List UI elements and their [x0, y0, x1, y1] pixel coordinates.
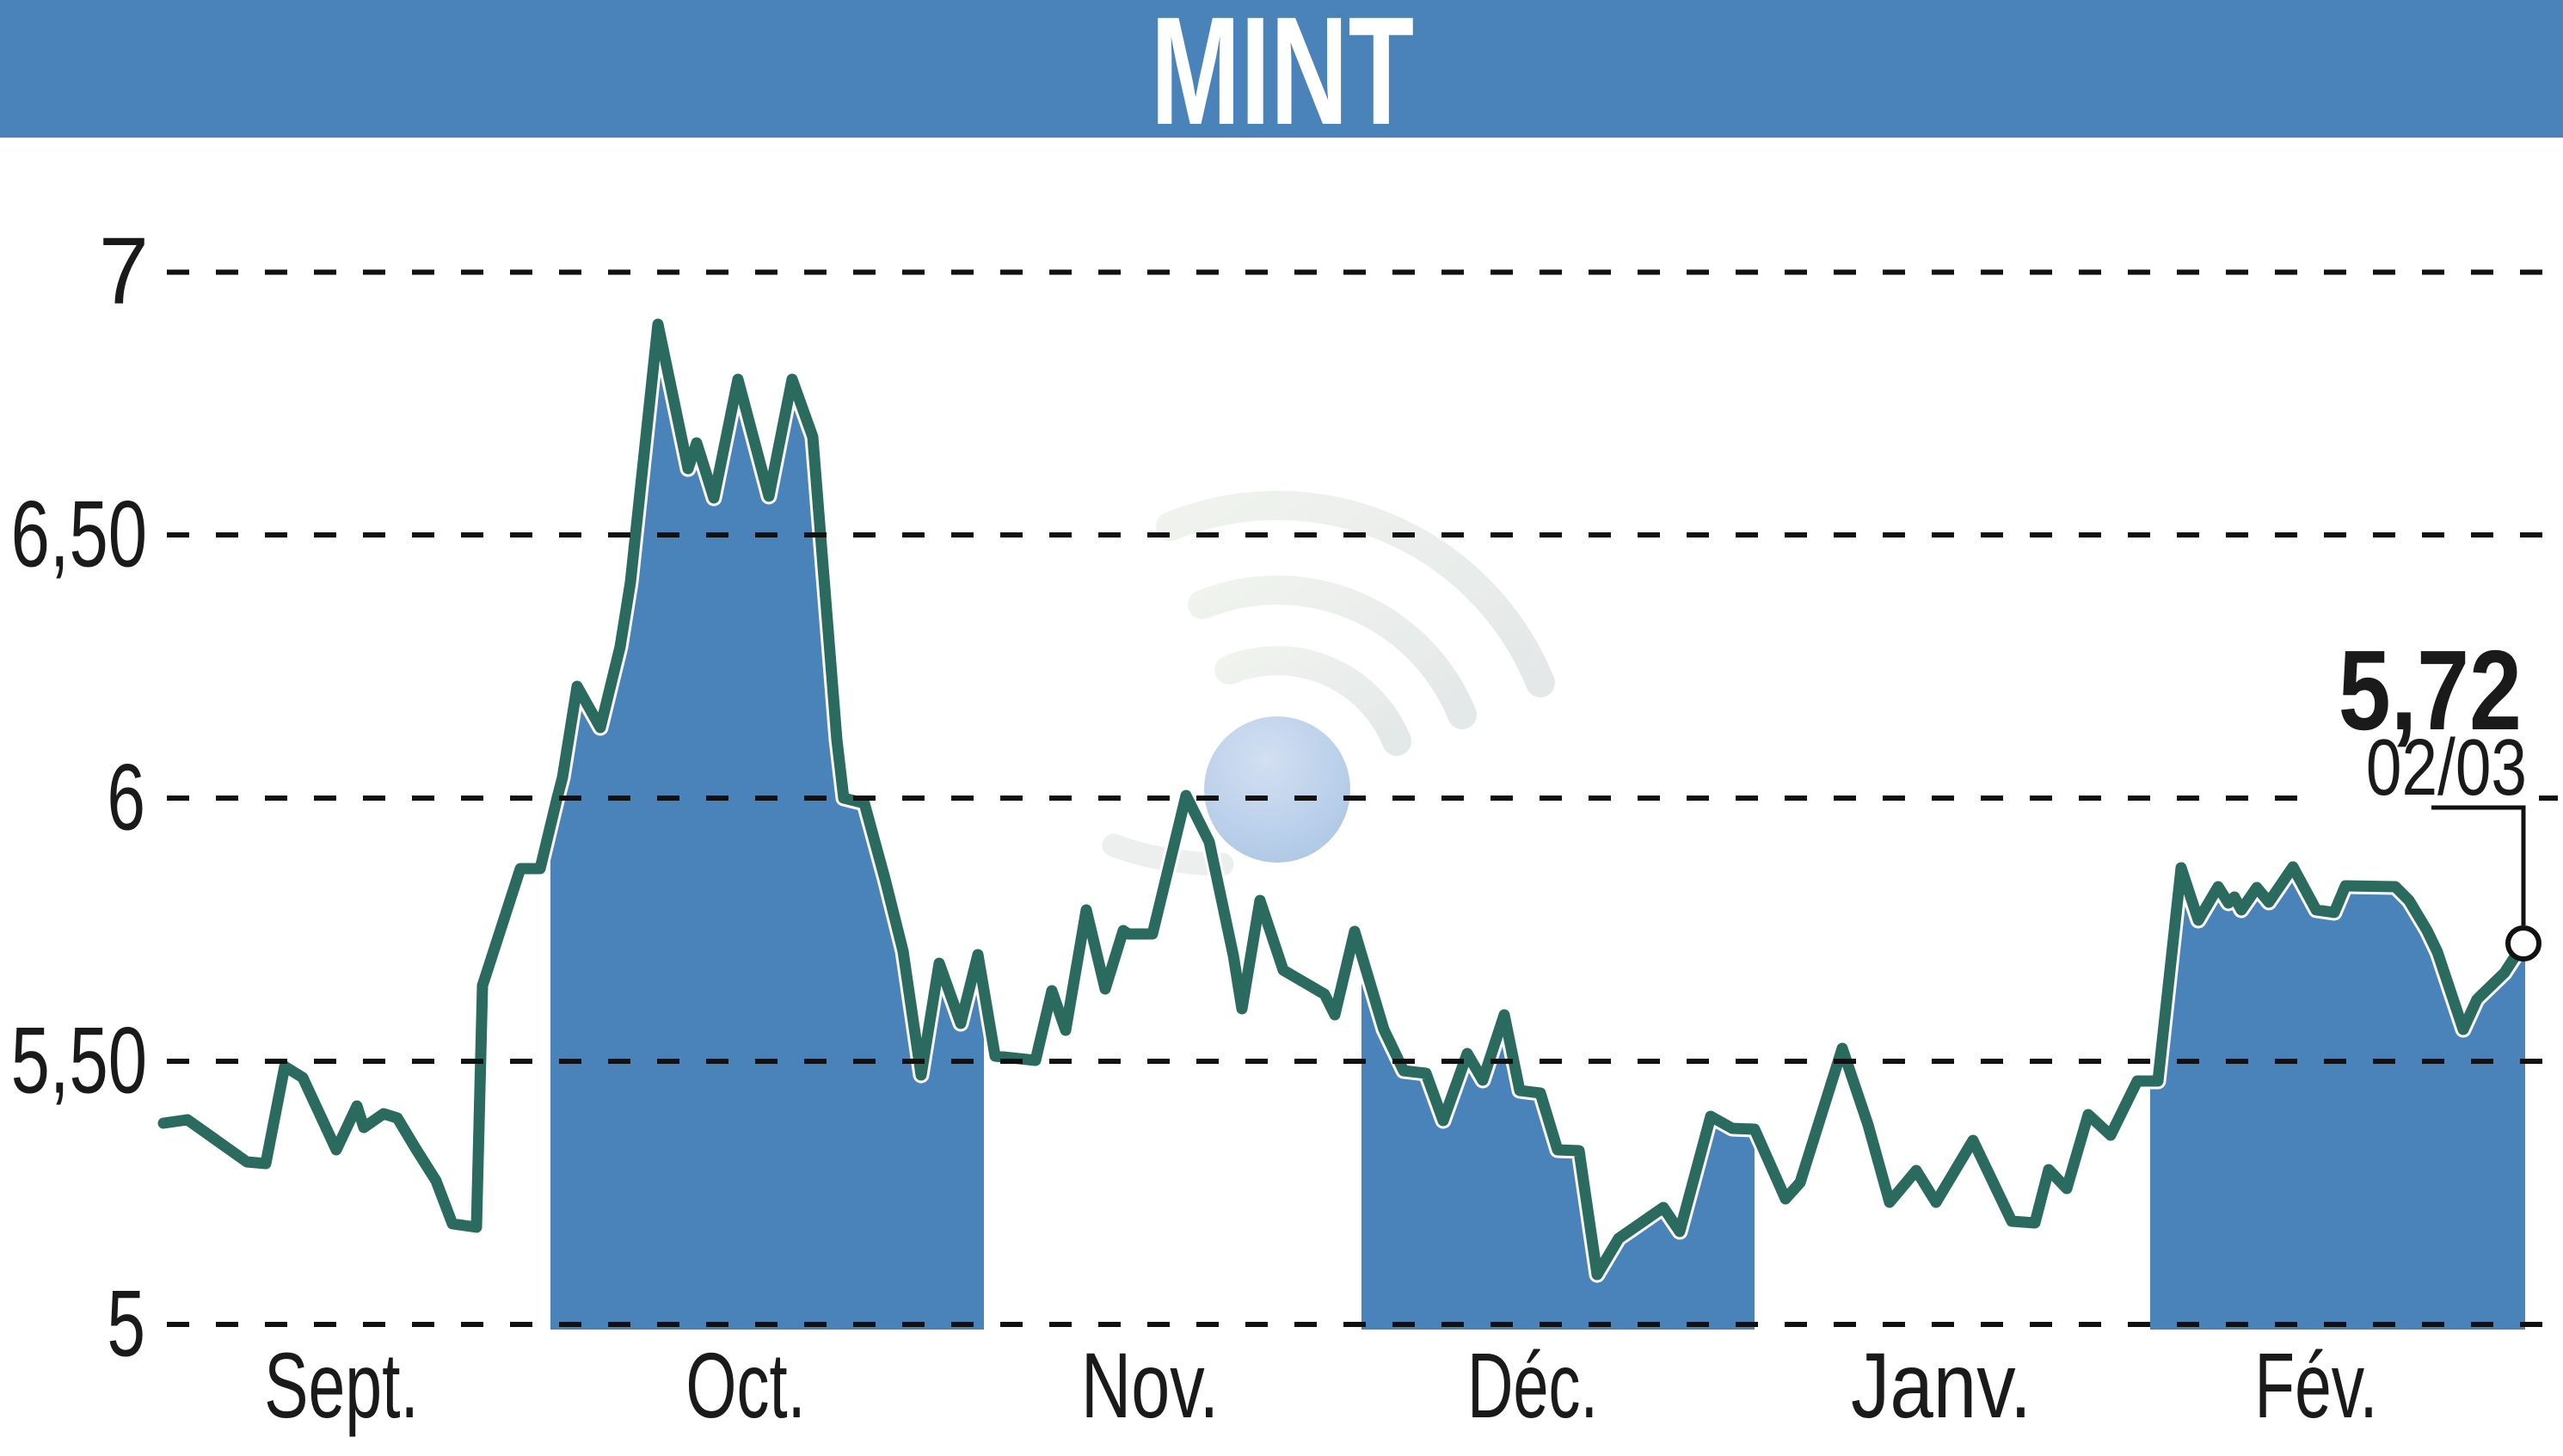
svg-text:5,72: 5,72 [2339, 626, 2522, 753]
svg-text:Fév.: Fév. [2254, 1333, 2377, 1437]
svg-text:Nov.: Nov. [1081, 1335, 1219, 1438]
svg-text:5: 5 [107, 1271, 145, 1376]
svg-text:5,50: 5,50 [11, 1006, 147, 1113]
svg-text:Janv.: Janv. [1851, 1335, 2031, 1438]
svg-text:6,50: 6,50 [11, 480, 147, 587]
svg-text:7: 7 [99, 218, 149, 324]
svg-text:Oct.: Oct. [685, 1333, 805, 1437]
svg-text:6: 6 [107, 745, 145, 850]
svg-text:Sept.: Sept. [264, 1333, 419, 1437]
svg-text:MINT: MINT [1151, 0, 1414, 157]
svg-text:Déc.: Déc. [1467, 1333, 1598, 1437]
svg-text:02/03: 02/03 [2366, 722, 2527, 812]
